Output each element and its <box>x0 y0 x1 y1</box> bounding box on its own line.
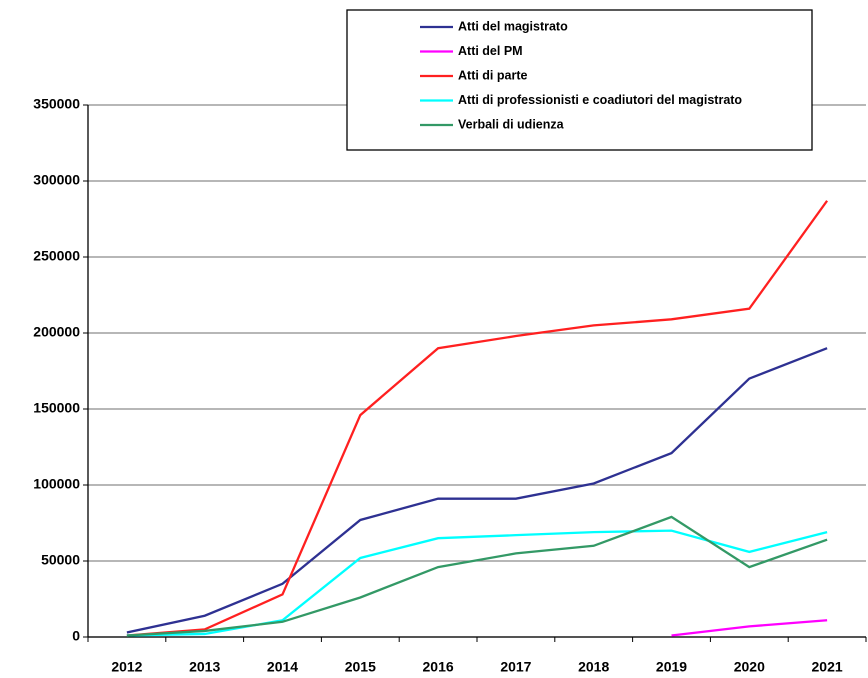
legend-label: Atti del magistrato <box>458 19 568 33</box>
legend: Atti del magistrato Atti del PM Atti di pa… <box>346 9 813 151</box>
y-tick-label: 50000 <box>41 552 80 568</box>
series-line <box>671 619 828 637</box>
y-tick-label: 350000 <box>33 96 80 112</box>
y-tick-label: 200000 <box>33 324 80 340</box>
legend-label: Atti del PM <box>458 44 523 58</box>
y-tick-label: 300000 <box>33 172 80 188</box>
series-line <box>126 515 828 637</box>
x-tick-label: 2014 <box>267 659 298 675</box>
x-tick-label: 2013 <box>189 659 220 675</box>
y-tick-label: 0 <box>72 628 80 644</box>
series-line <box>126 347 828 634</box>
x-tick-label: 2019 <box>656 659 687 675</box>
legend-label: Atti di professionisti e coadiutori del … <box>458 93 742 107</box>
y-tick-label: 100000 <box>33 476 80 492</box>
x-tick-label: 2012 <box>111 659 142 675</box>
legend-label: Verbali di udienza <box>458 117 565 131</box>
x-tick-label: 2017 <box>500 659 531 675</box>
series-line <box>126 200 829 637</box>
x-tick-label: 2020 <box>734 659 765 675</box>
x-tick-label: 2016 <box>423 659 454 675</box>
y-tick-label: 150000 <box>33 400 80 416</box>
series-line <box>126 529 828 637</box>
legend-box <box>346 9 813 151</box>
x-tick-label: 2021 <box>812 659 843 675</box>
legend-label: Atti di parte <box>458 68 527 82</box>
x-tick-label: 2015 <box>345 659 376 675</box>
x-tick-label: 2018 <box>578 659 609 675</box>
y-tick-label: 250000 <box>33 248 80 264</box>
